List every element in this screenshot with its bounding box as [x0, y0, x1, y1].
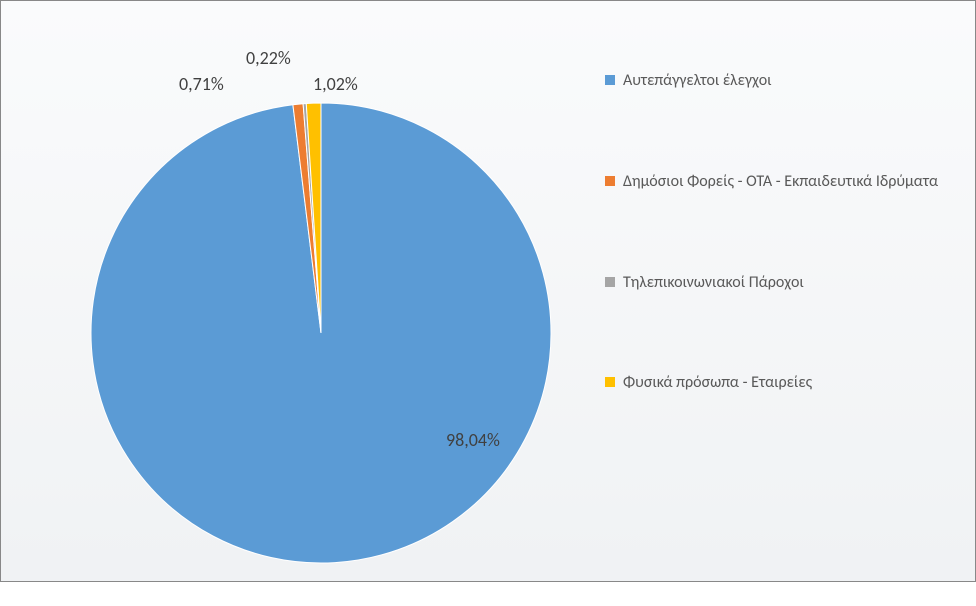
- legend-item-3: Φυσικά πρόσωπα - Εταιρείες: [605, 373, 945, 394]
- legend-swatch-1: [605, 176, 615, 186]
- legend-swatch-3: [605, 377, 615, 387]
- callout-label-s3: 1,02%: [313, 73, 358, 95]
- legend-swatch-2: [605, 277, 615, 287]
- legend-item-0: Αυτεπάγγελτοι έλεγχοι: [605, 71, 945, 92]
- legend-label-1: Δημόσιοι Φορείς - ΟΤΑ - Εκπαιδευτικά Ιδρ…: [623, 172, 938, 193]
- callout-label-s1: 0,71%: [179, 73, 224, 95]
- legend-item-1: Δημόσιοι Φορείς - ΟΤΑ - Εκπαιδευτικά Ιδρ…: [605, 172, 945, 193]
- legend-swatch-0: [605, 75, 615, 85]
- callout-label-s0: 98,04%: [446, 429, 500, 451]
- pie-svg: [21, 41, 581, 601]
- pie-plot-area: [21, 41, 581, 551]
- chart-container: 98,04% 0,71% 0,22% 1,02% Αυτεπάγγελτοι έ…: [0, 0, 976, 582]
- legend-label-3: Φυσικά πρόσωπα - Εταιρείες: [623, 373, 812, 394]
- legend-item-2: Τηλεπικοινωνιακοί Πάροχοι: [605, 273, 945, 294]
- callout-label-s2: 0,22%: [246, 47, 291, 69]
- legend-label-2: Τηλεπικοινωνιακοί Πάροχοι: [623, 273, 804, 294]
- legend-label-0: Αυτεπάγγελτοι έλεγχοι: [623, 71, 772, 92]
- legend: Αυτεπάγγελτοι έλεγχοι Δημόσιοι Φορείς - …: [605, 71, 945, 394]
